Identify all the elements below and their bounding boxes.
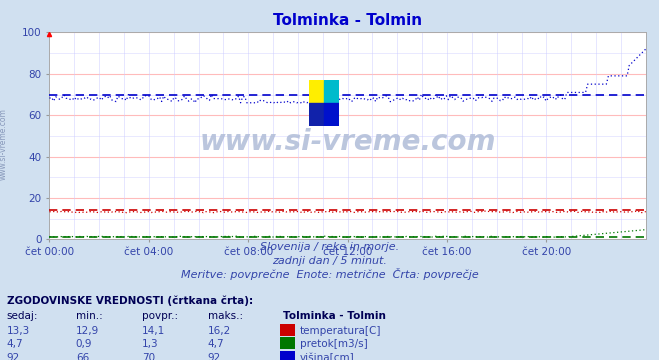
Text: 14,1: 14,1 xyxy=(142,326,165,336)
Text: 12,9: 12,9 xyxy=(76,326,99,336)
Text: višina[cm]: višina[cm] xyxy=(300,353,355,360)
Text: 1,3: 1,3 xyxy=(142,339,158,350)
Text: 4,7: 4,7 xyxy=(208,339,224,350)
Bar xyxy=(309,103,324,126)
Text: 0,9: 0,9 xyxy=(76,339,92,350)
Text: Meritve: povprečne  Enote: metrične  Črta: povprečje: Meritve: povprečne Enote: metrične Črta:… xyxy=(181,267,478,280)
Text: www.si-vreme.com: www.si-vreme.com xyxy=(200,128,496,156)
Text: zadnji dan / 5 minut.: zadnji dan / 5 minut. xyxy=(272,256,387,266)
Text: min.:: min.: xyxy=(76,311,103,321)
Text: 70: 70 xyxy=(142,353,155,360)
Text: Tolminka - Tolmin: Tolminka - Tolmin xyxy=(283,311,386,321)
Bar xyxy=(309,80,324,103)
Text: ZGODOVINSKE VREDNOSTI (črtkana črta):: ZGODOVINSKE VREDNOSTI (črtkana črta): xyxy=(7,296,252,306)
Text: 92: 92 xyxy=(208,353,221,360)
Text: temperatura[C]: temperatura[C] xyxy=(300,326,382,336)
Text: pretok[m3/s]: pretok[m3/s] xyxy=(300,339,368,350)
Bar xyxy=(324,80,339,103)
Text: sedaj:: sedaj: xyxy=(7,311,38,321)
Title: Tolminka - Tolmin: Tolminka - Tolmin xyxy=(273,13,422,28)
Text: 92: 92 xyxy=(7,353,20,360)
Text: www.si-vreme.com: www.si-vreme.com xyxy=(0,108,8,180)
Text: 66: 66 xyxy=(76,353,89,360)
Text: maks.:: maks.: xyxy=(208,311,243,321)
Text: 4,7: 4,7 xyxy=(7,339,23,350)
Text: 13,3: 13,3 xyxy=(7,326,30,336)
Bar xyxy=(324,103,339,126)
Text: 16,2: 16,2 xyxy=(208,326,231,336)
Text: povpr.:: povpr.: xyxy=(142,311,178,321)
Text: Slovenija / reke in morje.: Slovenija / reke in morje. xyxy=(260,242,399,252)
